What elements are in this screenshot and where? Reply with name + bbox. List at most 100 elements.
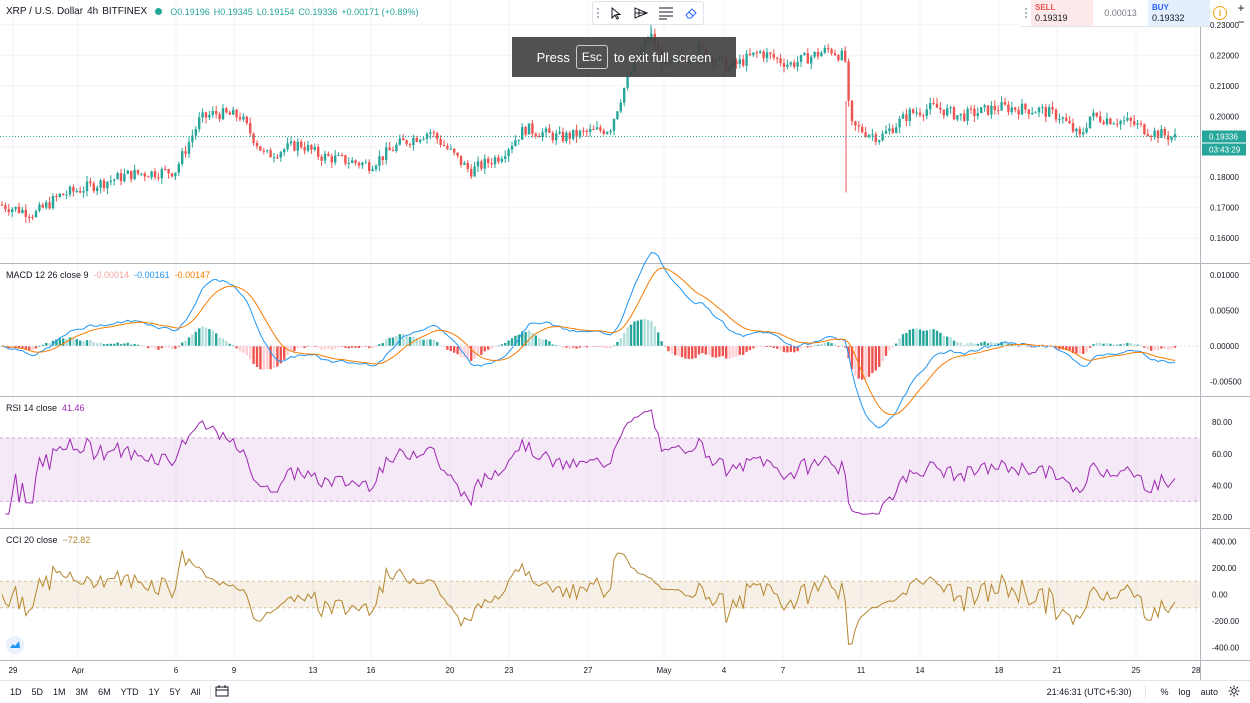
percent-toggle[interactable]: % [1160,687,1169,697]
info-icon[interactable]: i [1213,6,1227,20]
candle-body [1034,112,1037,114]
macd-histogram-bar [677,345,680,356]
macd-histogram-bar [779,345,782,351]
arrow-tool-icon[interactable] [628,2,653,24]
candle-body [0,204,4,206]
text-tool-icon[interactable] [653,2,678,24]
candle-body [242,116,245,120]
candle-body [891,128,894,133]
countdown-label: 03:43:29 [1209,146,1241,155]
macd-label[interactable]: MACD 12 26 close 9 [6,270,89,280]
macd-histogram-bar [266,345,269,370]
macd-histogram-bar [905,333,908,346]
symbol-name[interactable]: XRP / U.S. Dollar [6,6,84,17]
range-all[interactable]: All [190,687,201,697]
cci-label[interactable]: CCI 20 close [6,535,58,545]
macd-histogram-bar [300,345,303,348]
macd-histogram-bar [283,345,286,360]
macd-histogram-bar [973,343,976,346]
macd-histogram-bar [483,345,486,352]
macd-histogram-bar [510,338,514,346]
rsi-label[interactable]: RSI 14 close [6,403,58,413]
price-axis[interactable]: 0.23000 0.22000 0.21000 0.20000 0.18000 0.170… [1202,21,1246,653]
candle-body [1041,107,1044,109]
drawing-floating-toolbar[interactable] [592,1,704,25]
trade-widget: SELL 0.19319 0.00013 BUY 0.19332 [1021,0,1210,27]
candle-body [21,209,24,213]
candle-body [772,54,775,58]
candle-body [1116,123,1119,125]
chart-canvas[interactable]: 0.23000 0.22000 0.21000 0.20000 0.18000 0.170… [0,0,1250,680]
candle-body [133,169,136,180]
range-1d[interactable]: 1D [10,687,22,697]
macd-histogram-bar [344,345,347,348]
buy-button[interactable]: BUY 0.19332 [1148,0,1210,26]
candle-body [320,156,323,161]
candle-body [1051,107,1054,110]
drag-handle-icon[interactable] [1021,0,1031,26]
clock-time[interactable]: 21:46:31 (UTC+5:30) [1046,687,1132,697]
interval[interactable]: 4h [87,6,99,17]
candle-body [1054,109,1058,120]
candle-body [412,137,415,146]
range-1m[interactable]: 1M [53,687,66,697]
candle-body [1003,102,1007,105]
cursor-icon[interactable] [603,2,628,24]
range-6m[interactable]: 6M [98,687,111,697]
macd-histogram-bar [844,345,847,348]
macd-histogram-bar [541,339,544,346]
candle-body [626,76,629,88]
zoom-out-button[interactable]: − [1237,15,1245,29]
log-toggle[interactable]: log [1178,687,1191,697]
candle-body [160,169,163,179]
macd-histogram-bar [449,345,452,352]
candle-body [1082,132,1085,135]
candle-body [191,135,194,143]
macd-histogram-bar [330,345,333,351]
chart-area[interactable]: 0.23000 0.22000 0.21000 0.20000 0.18000 0.170… [0,0,1250,680]
price-axis-label: 0.21000 [1210,82,1239,91]
settings-gear-icon[interactable] [1228,685,1240,699]
candle-body [286,143,289,150]
auto-toggle[interactable]: auto [1200,687,1218,697]
drag-handle-icon[interactable] [593,2,603,24]
macd-histogram-bar [1105,342,1109,346]
macd-histogram-bar [334,345,337,349]
banner-text-after: to exit full screen [613,49,712,65]
rsi-axis-label: 60.00 [1212,450,1233,459]
macd-histogram-bar [1071,345,1075,354]
sell-button[interactable]: SELL 0.19319 [1031,0,1093,26]
time-axis[interactable]: 29 Apr 6 9 13 16 20 23 27 May 4 7 11 14 18 21 25 28 [9,666,1201,675]
candle-body [82,191,85,193]
macd-histogram-bar [680,345,684,358]
candle-body [442,144,446,146]
date-range-icon[interactable] [215,685,229,699]
macd-histogram-bar [215,333,218,346]
macd-histogram-bar [153,345,157,349]
macd-histogram-bar [731,345,735,358]
candle-body [878,140,881,142]
macd-histogram-bar [276,345,279,367]
zoom-in-button[interactable]: + [1237,1,1245,15]
range-1y[interactable]: 1Y [148,687,160,697]
eraser-icon[interactable] [678,2,703,24]
cci-axis-label: 400.00 [1212,538,1237,547]
candle-body [796,61,799,67]
macd-histogram-bar [878,345,881,367]
macd-histogram-bar [453,345,456,353]
time-axis-label: Apr [72,666,85,675]
range-5y[interactable]: 5Y [169,687,181,697]
macd-histogram-bar [956,341,959,346]
tradingview-logo-icon[interactable] [6,636,24,654]
macd-histogram-bar [1095,342,1098,346]
range-ytd[interactable]: YTD [120,687,139,697]
macd-histogram-bar [857,345,860,379]
candle-body [218,114,221,120]
candle-body [130,170,133,180]
range-5d[interactable]: 5D [31,687,44,697]
candle-body [259,146,262,151]
candle-body [748,53,752,56]
macd-histogram-bar [850,345,854,370]
range-3m[interactable]: 3M [75,687,89,697]
candle-body [1048,107,1051,117]
